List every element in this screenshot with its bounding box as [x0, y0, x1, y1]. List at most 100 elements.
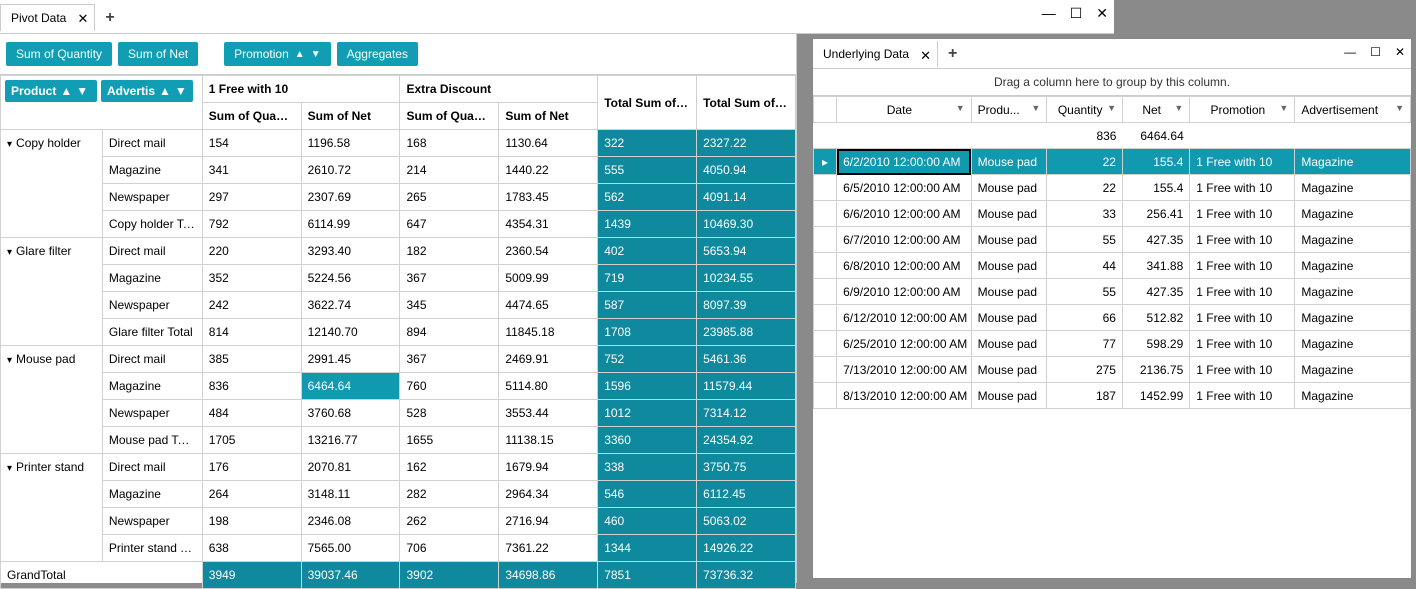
product-pill[interactable]: Product ▲ ▼	[5, 80, 97, 102]
pivot-cell[interactable]: 1440.22	[499, 157, 598, 184]
pivot-cell[interactable]: 2610.72	[301, 157, 400, 184]
pivot-cell[interactable]: 2991.45	[301, 346, 400, 373]
product-cell[interactable]: Mouse pad	[971, 227, 1047, 253]
add-tab-button[interactable]: +	[97, 5, 122, 31]
qty-cell[interactable]: 33	[1047, 201, 1123, 227]
adv-cell[interactable]: Direct mail	[102, 346, 202, 373]
row-group-header[interactable]: ▾Mouse pad	[1, 346, 103, 454]
col-promotion[interactable]: Promotion▼	[1190, 97, 1295, 123]
product-cell[interactable]: Mouse pad	[971, 175, 1047, 201]
promotion-pill[interactable]: Promotion ▲ ▼	[224, 42, 331, 66]
col-sub-sumnet-2[interactable]: Sum of Net	[499, 103, 598, 130]
adv-cell[interactable]: Direct mail	[102, 130, 202, 157]
underlying-row[interactable]: 7/13/2010 12:00:00 AMMouse pad2752136.75…	[814, 357, 1411, 383]
pivot-cell[interactable]: 836	[202, 373, 301, 400]
product-cell[interactable]: Mouse pad	[971, 305, 1047, 331]
tab-pivot-data[interactable]: Pivot Data ✕	[0, 4, 95, 31]
net-cell[interactable]: 427.35	[1122, 227, 1189, 253]
row-marker[interactable]	[814, 227, 837, 253]
adv-cell[interactable]: Newspaper	[102, 184, 202, 211]
pivot-cell[interactable]: 2327.22	[697, 130, 796, 157]
net-cell[interactable]: 155.4	[1122, 149, 1189, 175]
row-marker[interactable]	[814, 331, 837, 357]
underlying-row[interactable]: 6/25/2010 12:00:00 AMMouse pad77598.291 …	[814, 331, 1411, 357]
pivot-cell[interactable]: 6112.45	[697, 481, 796, 508]
adv-cell[interactable]: Magazine	[1295, 175, 1411, 201]
adv-cell[interactable]: Magazine	[102, 157, 202, 184]
pivot-cell[interactable]: 2964.34	[499, 481, 598, 508]
promo-cell[interactable]: 1 Free with 10	[1190, 383, 1295, 409]
pivot-cell[interactable]: 10234.55	[697, 265, 796, 292]
pivot-cell[interactable]: 367	[400, 346, 499, 373]
underlying-row[interactable]: 6/12/2010 12:00:00 AMMouse pad66512.821 …	[814, 305, 1411, 331]
col-sub-sumnet-1[interactable]: Sum of Net	[301, 103, 400, 130]
pivot-cell[interactable]: 265	[400, 184, 499, 211]
pivot-cell[interactable]: 402	[598, 238, 697, 265]
pivot-cell[interactable]: 2070.81	[301, 454, 400, 481]
pivot-cell[interactable]: 484	[202, 400, 301, 427]
close-icon[interactable]: ✕	[920, 48, 931, 64]
pivot-cell[interactable]: 4091.14	[697, 184, 796, 211]
net-cell[interactable]: 427.35	[1122, 279, 1189, 305]
collapse-icon[interactable]: ▾	[7, 139, 12, 150]
col-product[interactable]: Produ...▼	[971, 97, 1047, 123]
pivot-cell[interactable]: 264	[202, 481, 301, 508]
collapse-icon[interactable]: ▾	[7, 463, 12, 474]
filter-icon[interactable]: ▼	[1107, 103, 1116, 113]
date-cell[interactable]: 6/12/2010 12:00:00 AM	[837, 305, 972, 331]
pivot-cell[interactable]: 460	[598, 508, 697, 535]
underlying-row[interactable]: 6/9/2010 12:00:00 AMMouse pad55427.351 F…	[814, 279, 1411, 305]
qty-cell[interactable]: 275	[1047, 357, 1123, 383]
window-close-button[interactable]: ✕	[1096, 6, 1108, 20]
pivot-cell[interactable]: 1596	[598, 373, 697, 400]
pivot-row[interactable]: ▾Mouse padDirect mail3852991.453672469.9…	[1, 346, 796, 373]
promo-cell[interactable]: 1 Free with 10	[1190, 149, 1295, 175]
pivot-cell[interactable]: 719	[598, 265, 697, 292]
row-marker[interactable]	[814, 201, 837, 227]
qty-cell[interactable]: 55	[1047, 279, 1123, 305]
collapse-icon[interactable]: ▾	[7, 355, 12, 366]
pivot-cell[interactable]: 385	[202, 346, 301, 373]
pivot-cell[interactable]: 3293.40	[301, 238, 400, 265]
col-header-promo-1[interactable]: 1 Free with 10	[202, 76, 400, 103]
date-cell[interactable]: 6/9/2010 12:00:00 AM	[837, 279, 972, 305]
row-marker[interactable]	[814, 357, 837, 383]
close-icon[interactable]: ✕	[77, 11, 88, 27]
adv-cell[interactable]: Magazine	[1295, 305, 1411, 331]
net-cell[interactable]: 341.88	[1122, 253, 1189, 279]
pivot-cell[interactable]: 3622.74	[301, 292, 400, 319]
pivot-cell[interactable]: 262	[400, 508, 499, 535]
underlying-row[interactable]: 6/8/2010 12:00:00 AMMouse pad44341.881 F…	[814, 253, 1411, 279]
pivot-cell[interactable]: 760	[400, 373, 499, 400]
promo-cell[interactable]: 1 Free with 10	[1190, 279, 1295, 305]
qty-cell[interactable]: 66	[1047, 305, 1123, 331]
row-group-header[interactable]: ▾Printer stand	[1, 454, 103, 562]
pivot-cell[interactable]: 367	[400, 265, 499, 292]
adv-cell[interactable]: Newspaper	[102, 508, 202, 535]
net-cell[interactable]: 256.41	[1122, 201, 1189, 227]
adv-cell[interactable]: Direct mail	[102, 238, 202, 265]
pivot-cell[interactable]: 3148.11	[301, 481, 400, 508]
pivot-cell[interactable]: 5653.94	[697, 238, 796, 265]
pivot-cell[interactable]: 2346.08	[301, 508, 400, 535]
pivot-cell[interactable]: 4050.94	[697, 157, 796, 184]
net-cell[interactable]: 512.82	[1122, 305, 1189, 331]
filter-icon[interactable]: ▼	[956, 103, 965, 113]
promo-cell[interactable]: 1 Free with 10	[1190, 253, 1295, 279]
pivot-cell[interactable]: 11579.44	[697, 373, 796, 400]
date-cell[interactable]: 6/6/2010 12:00:00 AM	[837, 201, 972, 227]
window-close-button[interactable]: ✕	[1395, 45, 1405, 59]
product-cell[interactable]: Mouse pad	[971, 253, 1047, 279]
pivot-cell[interactable]: 4474.65	[499, 292, 598, 319]
pivot-cell[interactable]: 2716.94	[499, 508, 598, 535]
pivot-cell[interactable]: 1679.94	[499, 454, 598, 481]
pivot-cell[interactable]: 528	[400, 400, 499, 427]
row-marker[interactable]	[814, 383, 837, 409]
adv-cell[interactable]: Magazine	[102, 265, 202, 292]
pivot-cell[interactable]: 1012	[598, 400, 697, 427]
tab-underlying-data[interactable]: Underlying Data ✕	[813, 41, 938, 67]
row-marker[interactable]	[814, 279, 837, 305]
promo-cell[interactable]: 1 Free with 10	[1190, 305, 1295, 331]
underlying-row[interactable]: 6/6/2010 12:00:00 AMMouse pad33256.411 F…	[814, 201, 1411, 227]
pivot-cell[interactable]: 587	[598, 292, 697, 319]
